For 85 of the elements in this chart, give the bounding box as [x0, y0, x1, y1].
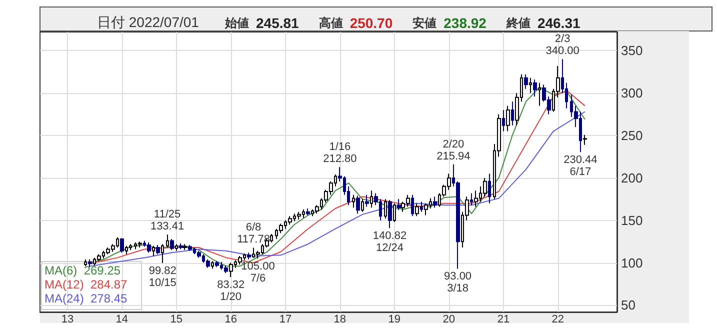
candlestick — [411, 194, 414, 217]
candlestick — [161, 244, 164, 264]
candlestick — [297, 211, 301, 220]
y-tick-label: 100 — [621, 255, 643, 270]
candlestick — [288, 216, 292, 226]
text: 高値 250.70 — [318, 15, 393, 31]
candlestick — [506, 105, 510, 132]
x-tick-label: 18 — [334, 314, 346, 326]
candlestick — [502, 110, 505, 132]
candlestick — [179, 242, 183, 250]
candlestick — [488, 173, 491, 204]
candlestick — [88, 258, 92, 268]
series-label: MA(12) 284.87 — [44, 278, 128, 292]
candlestick — [224, 264, 228, 274]
candlestick — [393, 202, 396, 223]
y-tick-label: 250 — [621, 128, 643, 144]
candlestick — [470, 192, 473, 206]
chart-title: 日付 2022/07/01 — [97, 14, 200, 30]
x-tick-label: 16 — [224, 314, 237, 326]
candlestick — [397, 198, 401, 211]
annotation: 2/3 340.00 — [546, 33, 580, 58]
candlestick — [188, 244, 192, 252]
candlestick — [170, 238, 174, 251]
annotation: 2/20 215.94 — [436, 138, 470, 162]
y-tick-label: 150 — [621, 212, 643, 228]
candlestick — [356, 195, 360, 214]
y-tick-label: 50 — [621, 298, 636, 313]
candlestick — [424, 202, 428, 216]
candlestick — [152, 245, 155, 256]
y-tick-label: 350 — [621, 43, 643, 58]
candlestick — [238, 256, 242, 265]
candlestick — [120, 238, 124, 254]
candlestick — [384, 198, 387, 220]
x-tick-label: 20 — [442, 314, 455, 326]
text: 終値 246.31 — [505, 15, 580, 31]
annotation: 83.32 1/20 — [217, 278, 245, 303]
series-label: MA(6) 269.25 — [44, 264, 121, 278]
candlestick — [166, 234, 169, 248]
x-tick-label: 22 — [552, 314, 564, 326]
candlestick — [361, 198, 364, 212]
y-tick-label: 300 — [621, 86, 643, 101]
candlestick — [370, 190, 373, 208]
y-tick-label: 200 — [621, 170, 643, 186]
x-tick-label: 17 — [279, 314, 292, 326]
text: 安値 238.92 — [412, 15, 487, 31]
x-tick-label: 14 — [116, 314, 128, 326]
candlestick — [215, 260, 219, 268]
candlestick — [147, 242, 151, 254]
candlestick — [433, 196, 437, 208]
candlestick — [306, 208, 310, 216]
candlestick — [352, 194, 355, 208]
candlestick — [524, 74, 528, 90]
candlestick — [211, 260, 214, 270]
candlestick — [533, 79, 537, 97]
text: 始値 245.81 — [224, 15, 300, 31]
annotation: 93.00 3/18 — [444, 270, 472, 295]
candlestick — [388, 200, 392, 229]
candlestick — [365, 194, 369, 208]
candlestick — [529, 77, 532, 94]
annotation: 1/16 212.80 — [323, 141, 357, 166]
candlestick — [538, 82, 541, 106]
annotation: 99.82 10/15 — [148, 264, 176, 289]
x-tick-label: 13 — [61, 314, 74, 326]
candlestick — [156, 244, 160, 255]
candlestick — [125, 245, 128, 255]
candlestick — [583, 134, 587, 146]
candlestick — [229, 262, 233, 278]
candlestick — [474, 190, 478, 208]
candlestick — [138, 241, 142, 248]
candlestick — [129, 244, 132, 251]
candlestick — [483, 177, 487, 198]
x-tick-label: 19 — [388, 314, 400, 326]
candlestick — [183, 244, 187, 251]
candlestick — [415, 202, 419, 217]
candlestick — [206, 258, 210, 268]
candlestick — [420, 201, 423, 212]
annotation: 230.44 6/17 — [564, 154, 598, 178]
text: MA(24) 278.45 — [44, 292, 128, 306]
x-tick-label: 21 — [497, 314, 510, 326]
candlestick — [175, 244, 178, 252]
annotation: 140.82 12/24 — [372, 230, 407, 254]
candlestick — [511, 101, 514, 126]
x-tick-label: 15 — [170, 314, 183, 326]
annotation: 11/25 133.41 — [150, 208, 184, 232]
candlestick — [247, 252, 251, 260]
